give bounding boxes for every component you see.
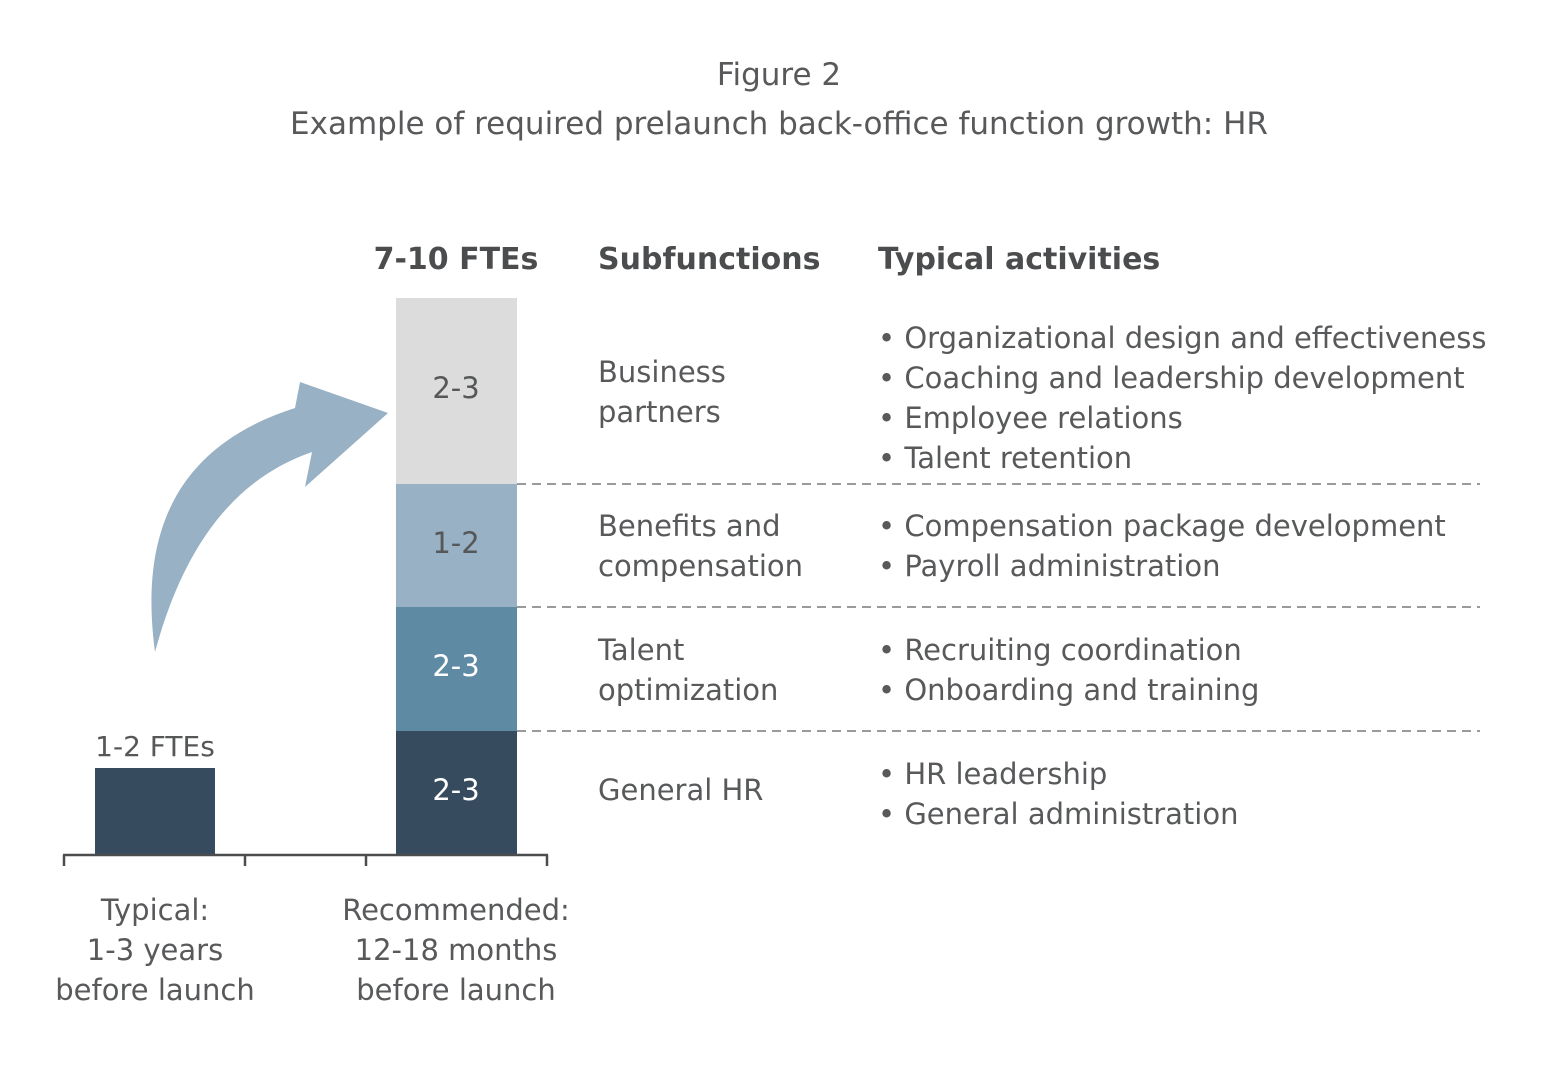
figure-title: Example of required prelaunch back-offic… — [290, 106, 1268, 142]
figure-label: Figure 2 — [716, 57, 842, 93]
activity-item: • Organizational design and effectivenes… — [878, 321, 1487, 355]
segment-general-hr — [396, 731, 517, 854]
activity-item: • Compensation package development — [878, 509, 1446, 543]
activity-item: • Coaching and leadership development — [878, 361, 1465, 395]
bar-total-label: 7-10 FTEs — [373, 242, 539, 277]
segment-benefits-compensation-label: 1-2 — [432, 526, 479, 560]
activity-item: • Onboarding and training — [878, 673, 1260, 707]
segment-general-hr-label: 2-3 — [432, 773, 479, 807]
x-axis — [62, 853, 549, 866]
subfunction-business-partners-line2: partners — [598, 395, 721, 429]
activity-item: • Employee relations — [878, 401, 1183, 435]
x-label-typical-3: before launch — [55, 973, 255, 1007]
activity-item: • General administration — [878, 797, 1239, 831]
bar-typical — [95, 768, 215, 854]
subfunctions-header: Subfunctions — [598, 242, 821, 277]
growth-arrow-icon — [151, 382, 388, 652]
x-label-typical-1: Typical: — [100, 893, 210, 927]
segment-business-partners — [396, 298, 517, 484]
segment-benefits-compensation — [396, 484, 517, 607]
activity-item: • HR leadership — [878, 757, 1108, 791]
subfunction-benefits-line2: compensation — [598, 549, 803, 583]
bar-typical-label: 1-2 FTEs — [95, 730, 215, 763]
activities-header: Typical activities — [878, 242, 1161, 277]
activity-item: • Recruiting coordination — [878, 633, 1242, 667]
segment-talent-optimization-label: 2-3 — [432, 649, 479, 683]
subfunction-benefits-line1: Benefits and — [598, 509, 781, 543]
subfunction-talent-line2: optimization — [598, 673, 779, 707]
x-label-recommended-2: 12-18 months — [354, 933, 558, 967]
activity-item: • Payroll administration — [878, 549, 1221, 583]
subfunction-general-hr: General HR — [598, 773, 764, 807]
activity-item: • Talent retention — [878, 441, 1133, 475]
subfunction-talent-line1: Talent — [598, 633, 685, 667]
segment-talent-optimization — [396, 607, 517, 731]
x-label-recommended-3: before launch — [356, 973, 556, 1007]
subfunction-business-partners-line1: Business — [598, 355, 726, 389]
segment-business-partners-label: 2-3 — [432, 371, 479, 405]
x-label-recommended-1: Recommended: — [342, 893, 570, 927]
x-label-typical-2: 1-3 years — [86, 933, 224, 967]
